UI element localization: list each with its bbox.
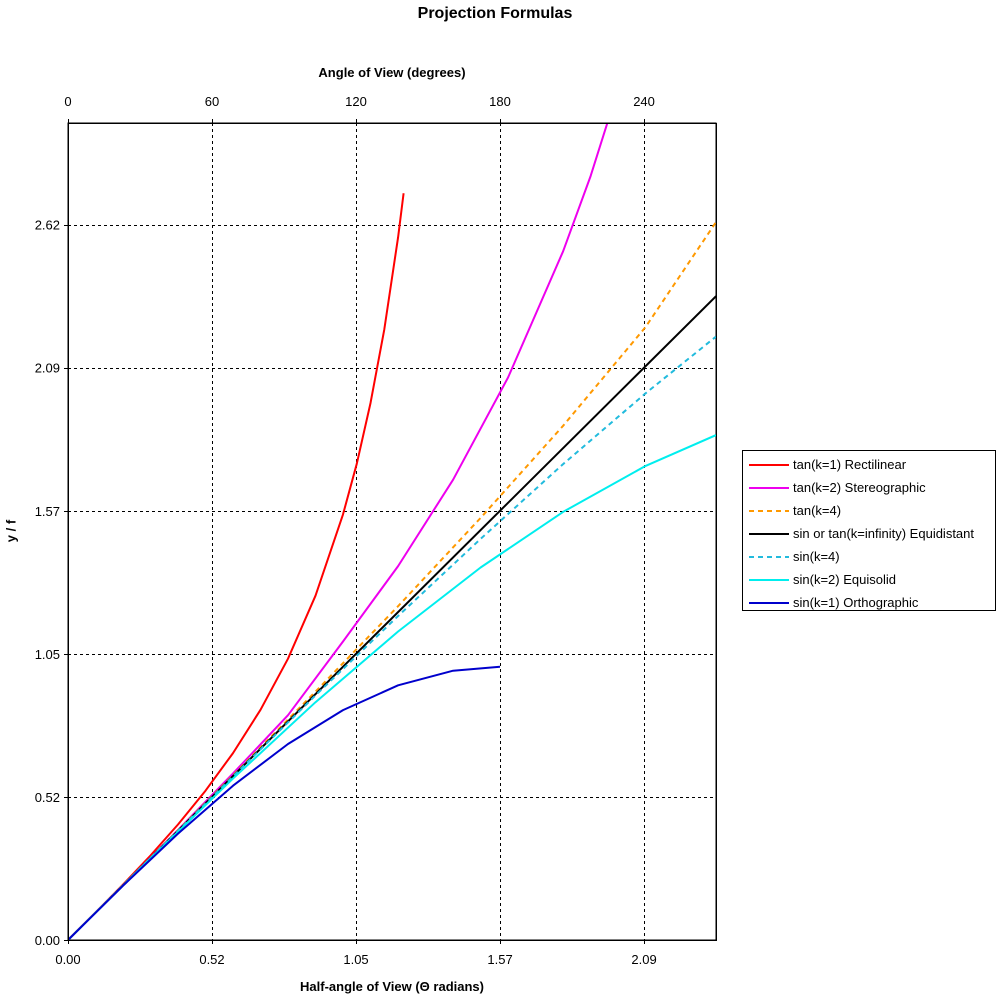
top-tick-label: 240 [633, 94, 655, 109]
y-tick-label: 1.57 [35, 504, 60, 519]
legend-label: tan(k=4) [793, 503, 842, 518]
legend-swatch [749, 601, 789, 604]
legend-swatch [749, 532, 789, 535]
plot-frame [67, 122, 717, 941]
legend-swatch [749, 509, 789, 512]
legend-label: tan(k=1) Rectilinear [793, 457, 907, 472]
x-tick-label: 0.52 [199, 952, 224, 967]
y-tick-label: 0.52 [35, 790, 60, 805]
series-line [68, 193, 405, 940]
top-tick-label: 60 [205, 94, 219, 109]
legend-item: sin(k=4) [743, 545, 995, 568]
x-tick-label: 1.57 [487, 952, 512, 967]
top-tick-label: 180 [489, 94, 511, 109]
legend-label: tan(k=2) Stereographic [793, 480, 926, 495]
x-axis-label: Half-angle of View (Θ radians) [300, 979, 484, 994]
top-axis-label: Angle of View (degrees) [318, 65, 466, 80]
plot-border [68, 123, 717, 941]
y-tick-label: 0.00 [35, 933, 60, 948]
x-tick-label: 2.09 [631, 952, 656, 967]
legend-swatch [749, 555, 789, 558]
legend-item: tan(k=1) Rectilinear [743, 453, 995, 476]
series-line [68, 434, 716, 940]
y-tick-label: 1.05 [35, 647, 60, 662]
legend-label: sin(k=1) Orthographic [793, 595, 919, 610]
legend-label: sin(k=2) Equisolid [793, 572, 896, 587]
legend-swatch [749, 486, 789, 489]
x-tick-label: 1.05 [343, 952, 368, 967]
legend-swatch [749, 463, 789, 466]
legend-label: sin(k=4) [793, 549, 840, 564]
chart-title: Projection Formulas [417, 5, 573, 22]
series-line [68, 665, 501, 940]
series-group [68, 123, 716, 940]
y-tick-label: 2.62 [35, 218, 60, 233]
y-tick-label: 2.09 [35, 361, 60, 376]
legend-item: sin(k=1) Orthographic [743, 591, 995, 614]
legend-item: tan(k=2) Stereographic [743, 476, 995, 499]
legend: tan(k=1) Rectilinear tan(k=2) Stereograph… [742, 450, 996, 611]
x-tick-label: 0.00 [55, 952, 80, 967]
legend-item: sin or tan(k=infinity) Equidistant [743, 522, 995, 545]
legend-swatch [749, 578, 789, 581]
legend-item: tan(k=4) [743, 499, 995, 522]
legend-label: sin or tan(k=infinity) Equidistant [793, 526, 975, 541]
top-tick-label: 0 [64, 94, 71, 109]
legend-item: sin(k=2) Equisolid [743, 568, 995, 591]
top-tick-label: 120 [345, 94, 367, 109]
